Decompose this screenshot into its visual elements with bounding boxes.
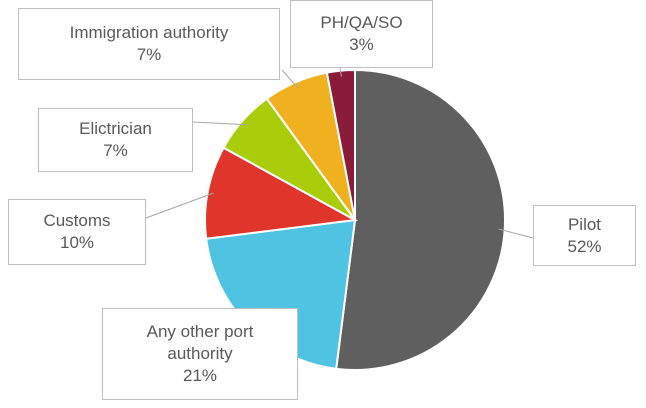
leader-line xyxy=(498,228,534,239)
category-label: Pilot xyxy=(567,214,602,234)
leader-line xyxy=(339,67,342,77)
value-label: 7% xyxy=(136,45,162,64)
leader-line xyxy=(145,192,214,219)
category-label: Customs xyxy=(43,211,111,230)
data-label: Elictrician 7% xyxy=(38,108,193,172)
value-label: 10% xyxy=(59,233,95,252)
pie-slice xyxy=(335,68,506,371)
pie-slice xyxy=(204,146,359,240)
category-label: PH/QA/SO xyxy=(320,13,403,32)
category-label: Any other port authority xyxy=(146,322,254,363)
data-label: Immigration authority 7% xyxy=(18,8,280,80)
leader-line xyxy=(192,121,248,126)
category-label: Immigration authority xyxy=(69,23,229,42)
value-label: 3% xyxy=(349,35,374,54)
data-label: Any other port authority 21% xyxy=(102,308,298,400)
data-label: Pilot 52% xyxy=(533,205,636,266)
category-label: Elictrician xyxy=(79,119,152,138)
leader-line xyxy=(281,69,299,89)
data-label: Customs 10% xyxy=(8,199,146,265)
data-label: PH/QA/SO 3% xyxy=(290,0,433,68)
value-label: 21% xyxy=(182,366,218,385)
value-label: 52% xyxy=(567,236,602,256)
value-label: 7% xyxy=(103,141,128,160)
